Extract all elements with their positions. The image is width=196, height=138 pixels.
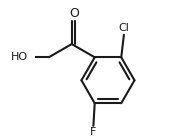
Text: F: F [90, 127, 97, 137]
Text: O: O [69, 7, 79, 20]
Text: Cl: Cl [118, 23, 129, 33]
Text: HO: HO [11, 52, 28, 62]
